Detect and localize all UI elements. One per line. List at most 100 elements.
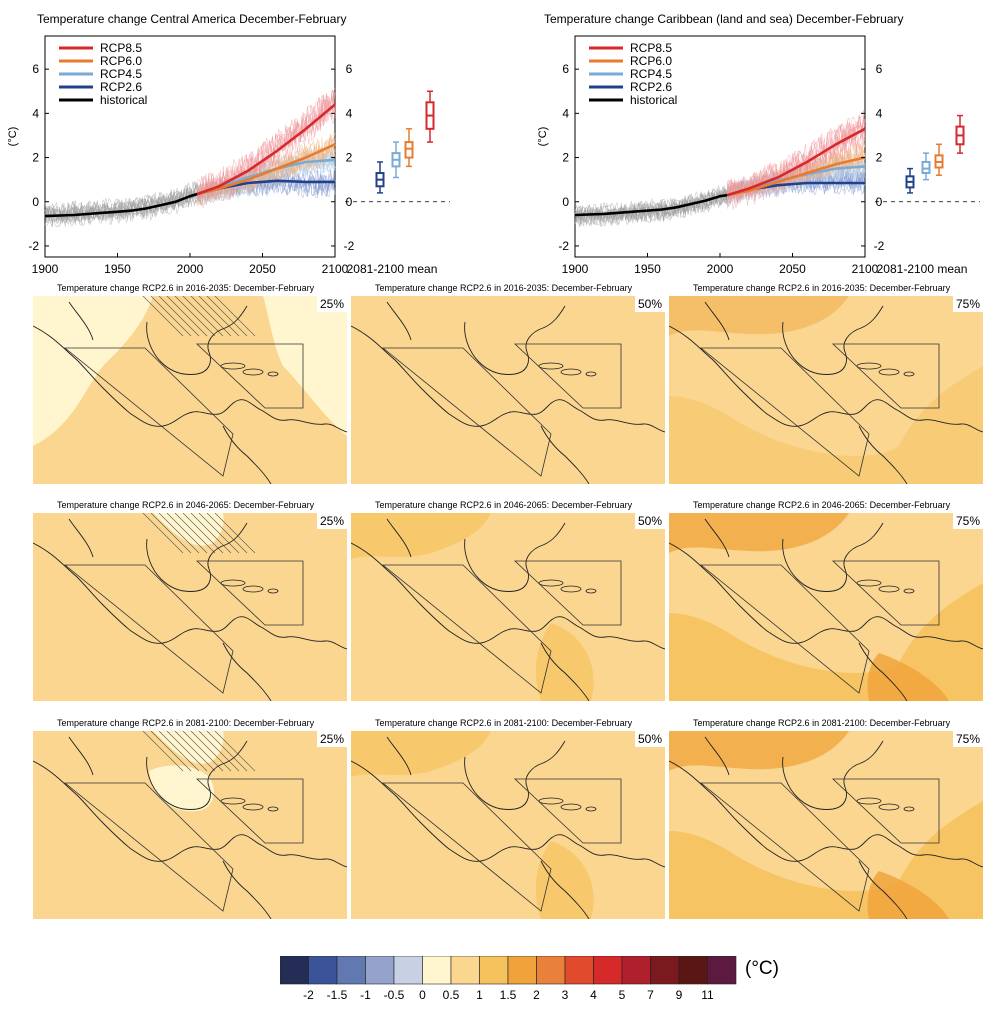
island (220, 797, 246, 805)
hatch-line (166, 296, 208, 337)
x-tick-label: 2100 (852, 262, 879, 275)
island (538, 362, 564, 370)
shade-low (709, 573, 752, 643)
hatch-line (198, 296, 240, 337)
map-canvas (351, 301, 665, 484)
colorbar-swatch (621, 956, 651, 985)
map-panel-75pct: 75% (669, 296, 983, 484)
y-axis-label: (°C) (7, 127, 19, 147)
ensemble-member-historical (44, 181, 198, 217)
coastline (704, 518, 908, 701)
island (242, 368, 264, 376)
colorbar-swatch (280, 956, 309, 985)
ensemble-member-historical (574, 191, 728, 228)
island (856, 579, 882, 587)
island (267, 371, 279, 377)
region-caribbean (513, 343, 622, 409)
percentile-label: 75% (952, 731, 983, 747)
map-panel-25pct: 25% (33, 296, 347, 484)
hatch-line (174, 296, 216, 337)
island (242, 585, 264, 593)
map-panel-75pct: 75% (669, 513, 983, 701)
coastline (351, 760, 665, 868)
y-tick-label-left: 2 (562, 151, 569, 165)
x-tick-label: 2000 (177, 262, 204, 275)
colorbar-tick-label: -0.5 (383, 988, 405, 1002)
colorbar-tick-label: -1 (360, 988, 371, 1002)
hatch-line (198, 513, 240, 554)
map-title: Temperature change RCP2.6 in 2081-2100: … (57, 718, 315, 728)
hatch-line (182, 296, 224, 337)
hatch-line (214, 513, 256, 554)
box-x-label: 2081-2100 mean (877, 262, 968, 275)
coastline (68, 301, 272, 484)
map-title: Temperature change RCP2.6 in 2016-2035: … (57, 283, 315, 293)
y-tick-label-left: -2 (28, 239, 39, 253)
legend-label-rcp2.6: RCP2.6 (100, 80, 142, 94)
x-tick-label: 1950 (104, 262, 131, 275)
hatch-line (182, 731, 224, 772)
shade-mid (669, 366, 983, 484)
box-rcp4.5 (921, 160, 931, 175)
map-canvas (669, 513, 983, 701)
x-tick-label: 1900 (32, 262, 59, 275)
coastline (464, 522, 566, 592)
coastline (782, 305, 884, 375)
box-rcp6.0 (404, 141, 414, 159)
chart-title-central-america: Temperature change Central America Decem… (37, 12, 347, 26)
map-panel-50pct: 50% (351, 296, 665, 484)
colorbar-tick-label: 3 (561, 988, 569, 1002)
y-tick-label-right: 6 (346, 62, 353, 76)
shade-mid (351, 513, 491, 559)
region-central-america (63, 347, 234, 477)
region-central-america (381, 564, 552, 694)
island (267, 806, 279, 812)
hatch-line (142, 513, 184, 554)
region-caribbean (513, 560, 622, 626)
hatch-line (150, 296, 192, 337)
shade-light (33, 296, 347, 446)
island (878, 585, 900, 593)
y-tick-label-right: 2 (876, 151, 883, 165)
coastline (704, 301, 908, 484)
percentile-label: 50% (634, 296, 665, 312)
ensemble-member-rcp8.5 (197, 93, 336, 195)
hatch-line (190, 731, 232, 772)
map-canvas (33, 513, 347, 701)
y-tick-label-left: 4 (562, 106, 569, 120)
hatch-line (206, 513, 248, 554)
island (267, 588, 279, 594)
region-central-america (63, 564, 234, 694)
ensemble-member-historical (44, 189, 198, 225)
colorbar-swatch (678, 956, 708, 985)
map-title: Temperature change RCP2.6 in 2046-2065: … (375, 500, 633, 510)
hatch-line (190, 296, 232, 337)
island (585, 371, 597, 377)
y-tick-label-right: 4 (876, 106, 883, 120)
colorbar-swatch (536, 956, 566, 985)
island (585, 806, 597, 812)
map-title: Temperature change RCP2.6 in 2046-2065: … (57, 500, 315, 510)
coastline (704, 736, 908, 919)
shade-mid (535, 623, 594, 701)
colorbar-tick-label: 1 (476, 988, 483, 1002)
hatch-line (150, 731, 192, 772)
ensemble-member-rcp8.5 (727, 115, 866, 198)
ensemble-member-rcp8.5 (727, 120, 866, 200)
y-tick-label-right: 0 (876, 195, 883, 209)
coastline (33, 760, 347, 868)
y-tick-label-right: -2 (344, 239, 355, 253)
hatch-line (166, 513, 208, 554)
percentile-label: 75% (952, 513, 983, 529)
map-title: Temperature change RCP2.6 in 2016-2035: … (693, 283, 951, 293)
colorbar-tick-label: 0.5 (442, 988, 460, 1002)
colorbar-tick-label: 7 (647, 988, 654, 1002)
colorbar-tick-label: 4 (590, 988, 597, 1002)
hatch-line (150, 513, 192, 554)
coastline (669, 325, 983, 433)
colorbar-tick-label: -2 (303, 988, 314, 1002)
coastline (669, 542, 983, 650)
colorbar-swatch (336, 956, 366, 985)
coastline (386, 736, 590, 919)
y-tick-label-right: 4 (346, 106, 353, 120)
